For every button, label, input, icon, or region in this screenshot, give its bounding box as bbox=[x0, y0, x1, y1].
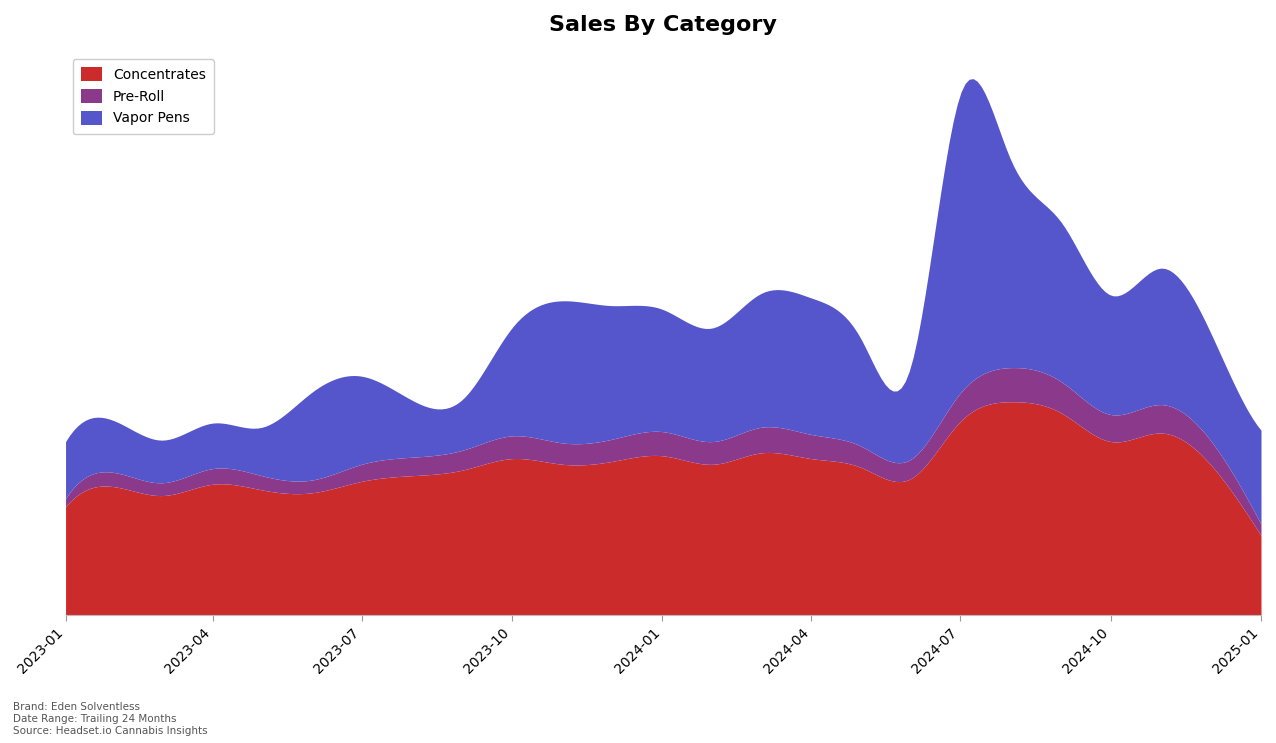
Title: Sales By Category: Sales By Category bbox=[550, 15, 777, 35]
Legend: Concentrates, Pre-Roll, Vapor Pens: Concentrates, Pre-Roll, Vapor Pens bbox=[73, 59, 214, 134]
Text: Brand: Eden Solventless
Date Range: Trailing 24 Months
Source: Headset.io Cannab: Brand: Eden Solventless Date Range: Trai… bbox=[13, 702, 208, 736]
